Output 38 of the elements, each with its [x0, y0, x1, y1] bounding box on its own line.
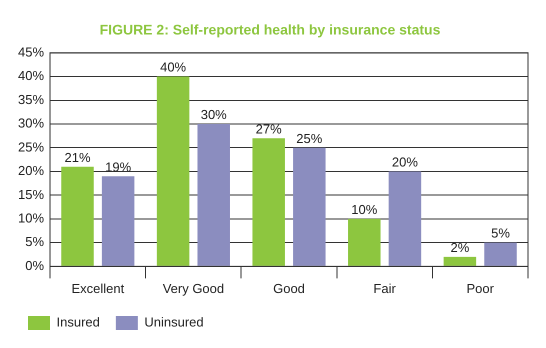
bar [61, 166, 94, 266]
bar [388, 171, 422, 266]
data-label: 19% [105, 159, 132, 174]
x-tick-label: Good [273, 280, 305, 296]
y-tick-label: 30% [18, 116, 44, 131]
y-tick-label: 35% [18, 92, 44, 107]
bar [252, 138, 285, 266]
y-tick-label: 25% [18, 139, 44, 154]
bar [484, 242, 517, 266]
y-tick-label: 15% [18, 186, 44, 202]
y-tick-label: 40% [18, 68, 44, 84]
bar [348, 218, 381, 266]
data-label: 20% [392, 154, 418, 170]
y-tick-label: 20% [18, 163, 44, 178]
data-label: 5% [491, 226, 510, 241]
legend-label: Uninsured [144, 314, 204, 330]
bar [293, 148, 326, 266]
data-label: 25% [296, 130, 323, 146]
x-tick-label: Very Good [162, 280, 224, 296]
y-tick-label: 10% [18, 210, 44, 226]
bar [156, 76, 190, 266]
bar [102, 176, 134, 266]
data-label: 21% [64, 150, 91, 165]
bar [444, 256, 476, 266]
data-label: 27% [256, 121, 282, 136]
data-label: 40% [160, 60, 187, 75]
data-label: 30% [200, 107, 228, 122]
legend-label: Insured [56, 314, 100, 330]
data-label: 10% [351, 202, 378, 218]
x-tick-label: Excellent [71, 280, 125, 296]
data-label: 2% [450, 240, 470, 255]
y-tick-label: 45% [18, 44, 44, 60]
y-tick-label: 5% [25, 234, 44, 250]
x-tick-label: Poor [466, 280, 495, 296]
bar [197, 124, 230, 266]
chart-title: FIGURE 2: Self-reported health by insurance status [100, 21, 441, 38]
y-tick-label: 0% [25, 258, 44, 273]
x-tick-label: Fair [373, 280, 396, 296]
